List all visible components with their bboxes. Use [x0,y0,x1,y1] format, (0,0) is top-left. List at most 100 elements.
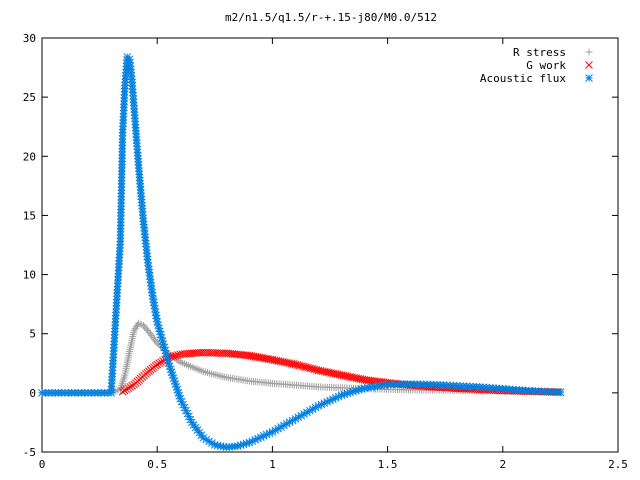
x-tick-label: 0.5 [147,458,167,471]
marker-stroke [318,367,327,376]
data-point [168,371,177,379]
data-point [153,339,161,347]
marker-stroke [243,351,252,360]
marker-stroke [367,383,375,391]
marker-stroke [329,369,337,378]
data-point [556,388,565,397]
marker-stroke [126,383,135,391]
marker-stroke [310,365,319,374]
marker-stroke [245,351,254,360]
marker-stroke [343,389,352,398]
marker-stroke [185,412,193,421]
marker-stroke [356,375,365,383]
marker-stroke [325,368,333,377]
marker-stroke [323,368,331,376]
marker-stroke [281,358,289,367]
data-point [239,440,248,449]
marker-stroke [316,366,325,375]
data-point [155,359,163,368]
marker-stroke [120,386,129,395]
marker-stroke [283,358,291,367]
marker-stroke [232,350,241,359]
marker-stroke [208,439,216,447]
y-tick-label: 0 [29,387,36,400]
marker-stroke [371,377,379,386]
marker-stroke [337,371,346,379]
marker-stroke [285,359,294,368]
marker-stroke [335,370,344,379]
legend-label: G work [526,59,566,72]
data-point [352,386,360,395]
x-tick-label: 2 [499,458,506,471]
marker-stroke [149,298,158,307]
marker-stroke [150,301,159,310]
y-tick-label: 15 [23,209,36,222]
legend-marker [585,61,593,69]
marker-stroke [167,368,176,377]
marker-stroke [161,346,170,355]
marker-stroke [299,362,308,371]
marker-stroke [287,359,296,368]
data-point [130,326,138,334]
marker-stroke [159,340,168,349]
marker-stroke [128,381,137,390]
marker-stroke [170,377,179,385]
marker-stroke [180,403,189,412]
marker-stroke [171,380,180,388]
marker-stroke [274,357,283,365]
marker-stroke [199,433,208,442]
marker-stroke [264,355,273,363]
chart-title: m2/n1.5/q1.5/r-+.15-j80/M0.0/512 [225,11,437,24]
marker-stroke [171,351,180,360]
marker-stroke [360,384,369,392]
marker-stroke [348,373,356,382]
marker-stroke [228,350,237,358]
marker-stroke [118,387,127,396]
marker-stroke [337,391,346,400]
marker-stroke [154,321,162,329]
marker-stroke [239,440,248,449]
marker-stroke [312,365,321,374]
marker-stroke [341,372,350,380]
marker-stroke [346,388,355,397]
marker-stroke [186,415,195,424]
legend-label: Acoustic flux [480,72,566,85]
marker-stroke [239,351,247,359]
data-point [118,387,127,396]
marker-stroke [249,352,258,361]
x-tick-label: 0 [39,458,46,471]
marker-stroke [380,381,389,389]
marker-stroke [352,374,361,382]
marker-stroke [236,441,245,450]
x-tick-label: 1 [269,458,276,471]
marker-stroke [268,355,277,364]
marker-stroke [352,386,360,395]
marker-stroke [346,372,354,381]
y-tick-label: 20 [23,150,36,163]
marker-stroke [205,437,213,446]
data-point [208,439,216,447]
series-r-stress [38,319,564,397]
y-tick-label: -5 [23,446,36,459]
marker-stroke [151,305,159,313]
marker-stroke [175,391,184,400]
y-tick-label: 5 [29,328,36,341]
marker-stroke [151,308,160,316]
legend-label: R stress [513,46,566,59]
data-point [124,384,133,392]
marker-stroke [165,362,174,371]
data-point [157,358,165,366]
marker-stroke [360,375,369,384]
marker-stroke [314,366,323,375]
marker-stroke [177,397,186,406]
y-tick-label: 25 [23,91,36,104]
marker-stroke [183,409,192,418]
marker-stroke [230,350,239,358]
marker-stroke [158,337,167,345]
data-point [120,386,129,395]
marker-stroke [176,394,185,403]
marker-stroke [226,349,235,358]
plot-border [41,37,619,453]
